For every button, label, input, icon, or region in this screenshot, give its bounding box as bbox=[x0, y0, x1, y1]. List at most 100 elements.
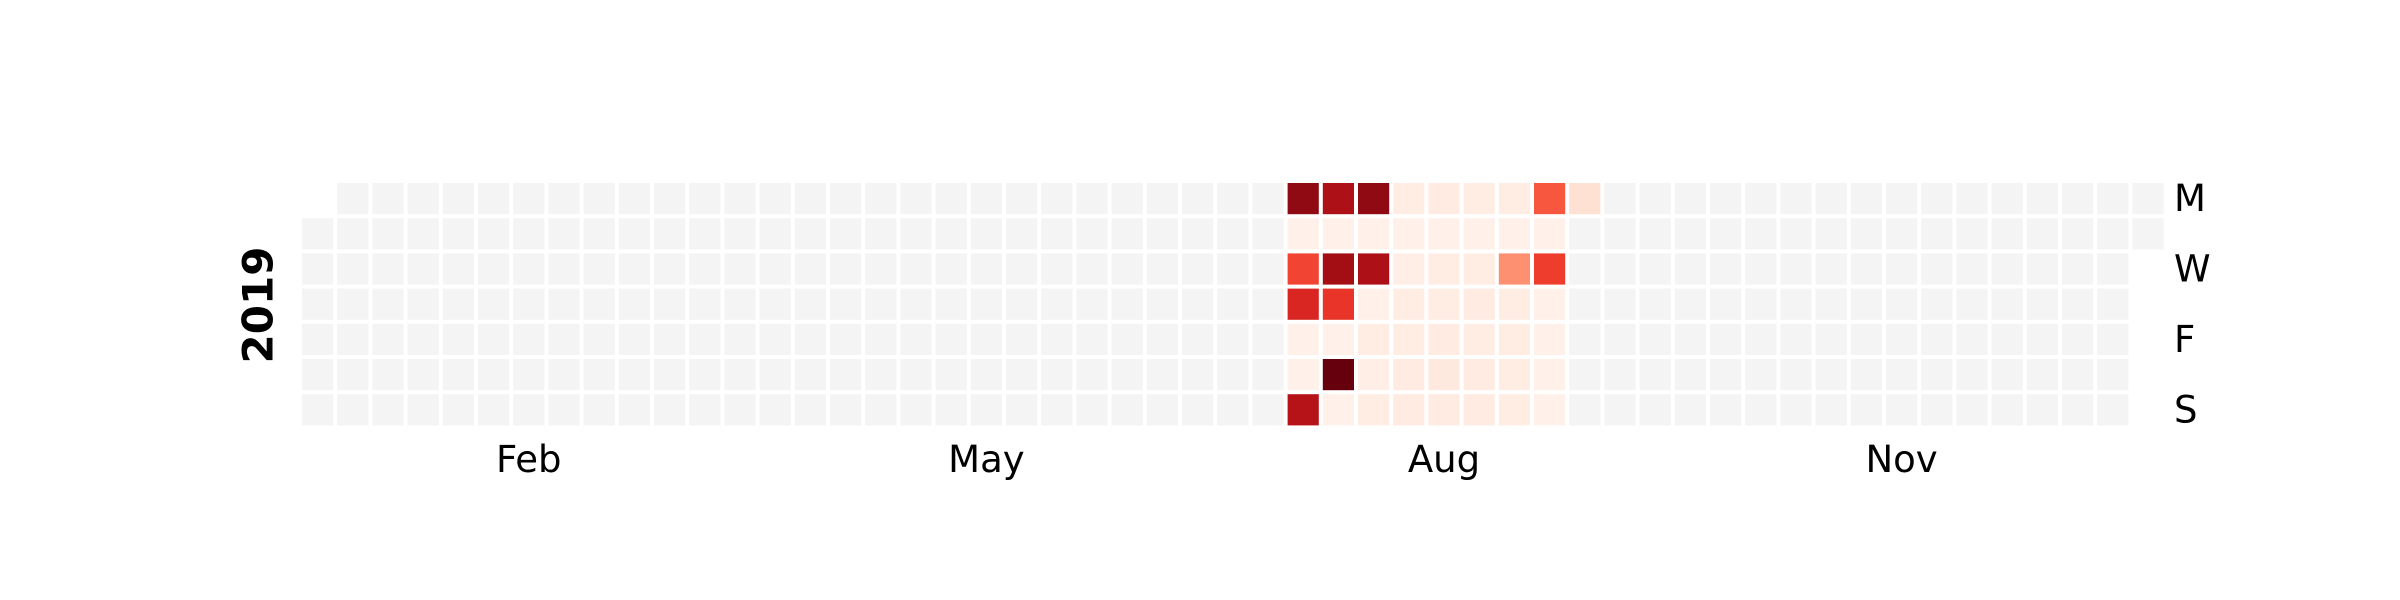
heatmap-cell bbox=[794, 183, 826, 215]
heatmap-cell bbox=[2097, 323, 2129, 355]
heatmap-cell bbox=[865, 323, 897, 355]
heatmap-cell bbox=[1674, 183, 1706, 215]
heatmap-cell bbox=[830, 288, 862, 320]
heatmap-cell bbox=[1850, 359, 1882, 391]
heatmap-cell bbox=[1956, 288, 1988, 320]
heatmap-cell bbox=[1745, 394, 1777, 426]
heatmap-cell bbox=[935, 218, 967, 250]
heatmap-cell bbox=[1850, 183, 1882, 215]
heatmap-cell bbox=[1146, 323, 1178, 355]
heatmap-cell bbox=[1111, 288, 1143, 320]
heatmap-cell bbox=[407, 323, 439, 355]
heatmap-cell bbox=[548, 359, 580, 391]
day-label-f: F bbox=[2174, 318, 2195, 361]
heatmap-cell-active bbox=[1358, 183, 1390, 215]
heatmap-cell bbox=[1710, 323, 1742, 355]
heatmap-cell bbox=[689, 183, 721, 215]
heatmap-cell bbox=[442, 394, 474, 426]
heatmap-cell bbox=[654, 183, 686, 215]
heatmap-cell-active bbox=[1428, 288, 1460, 320]
heatmap-cell bbox=[1886, 183, 1918, 215]
heatmap-cell bbox=[654, 253, 686, 285]
heatmap-cell bbox=[1006, 183, 1038, 215]
heatmap-cell-active bbox=[1534, 359, 1566, 391]
heatmap-cell bbox=[1146, 359, 1178, 391]
heatmap-cell bbox=[618, 253, 650, 285]
heatmap-cell-active bbox=[1358, 218, 1390, 250]
heatmap-cell bbox=[689, 359, 721, 391]
heatmap-cell-active bbox=[1498, 394, 1530, 426]
heatmap-cell bbox=[548, 323, 580, 355]
day-label-s: S bbox=[2174, 388, 2198, 431]
heatmap-cell bbox=[759, 183, 791, 215]
heatmap-cell bbox=[1041, 218, 1073, 250]
heatmap-cell-active bbox=[1322, 359, 1354, 391]
heatmap-cell-active bbox=[1534, 323, 1566, 355]
heatmap-cell bbox=[1710, 288, 1742, 320]
heatmap-cell bbox=[970, 183, 1002, 215]
heatmap-cell bbox=[1111, 323, 1143, 355]
heatmap-cell-active bbox=[1287, 323, 1319, 355]
heatmap-cell bbox=[407, 359, 439, 391]
heatmap-cell bbox=[724, 218, 756, 250]
heatmap-cell bbox=[1146, 288, 1178, 320]
heatmap-cell-active bbox=[1498, 218, 1530, 250]
heatmap-cell bbox=[583, 323, 615, 355]
heatmap-cell bbox=[1886, 288, 1918, 320]
month-labels: Feb May Aug Nov bbox=[496, 438, 1938, 481]
heatmap-cell bbox=[1639, 183, 1671, 215]
heatmap-cell bbox=[1674, 394, 1706, 426]
heatmap-cell bbox=[372, 253, 404, 285]
heatmap-cell bbox=[724, 323, 756, 355]
heatmap-cell bbox=[2062, 253, 2094, 285]
heatmap-cell bbox=[1217, 394, 1249, 426]
heatmap-cell-active bbox=[1463, 183, 1495, 215]
heatmap-cell bbox=[372, 218, 404, 250]
heatmap-cell bbox=[548, 218, 580, 250]
heatmap-cell bbox=[1991, 253, 2023, 285]
heatmap-cell bbox=[830, 323, 862, 355]
heatmap-cell bbox=[689, 394, 721, 426]
heatmap-cell bbox=[900, 394, 932, 426]
heatmap-cell bbox=[1604, 323, 1636, 355]
heatmap-cell bbox=[1745, 359, 1777, 391]
heatmap-cell bbox=[1041, 183, 1073, 215]
heatmap-cell bbox=[1569, 359, 1601, 391]
heatmap-cell bbox=[830, 218, 862, 250]
heatmap-cell bbox=[1850, 253, 1882, 285]
heatmap-cell bbox=[1604, 218, 1636, 250]
heatmap-cell bbox=[1710, 359, 1742, 391]
heatmap-cell bbox=[1956, 183, 1988, 215]
heatmap-cell bbox=[583, 218, 615, 250]
heatmap-cell bbox=[548, 183, 580, 215]
heatmap-cell bbox=[900, 288, 932, 320]
heatmap-cell bbox=[442, 253, 474, 285]
heatmap-cell bbox=[2026, 183, 2058, 215]
heatmap-cell bbox=[935, 359, 967, 391]
heatmap-cell bbox=[794, 253, 826, 285]
heatmap-cell bbox=[1921, 183, 1953, 215]
heatmap-cell bbox=[1815, 323, 1847, 355]
heatmap-cell bbox=[302, 253, 334, 285]
heatmap-cell bbox=[2026, 288, 2058, 320]
heatmap-cell bbox=[724, 253, 756, 285]
heatmap-cell bbox=[513, 253, 545, 285]
heatmap-cell-active bbox=[1463, 288, 1495, 320]
heatmap-cell bbox=[1569, 288, 1601, 320]
heatmap-cell bbox=[337, 183, 369, 215]
heatmap-cell bbox=[2026, 218, 2058, 250]
heatmap-cell bbox=[618, 183, 650, 215]
heatmap-cell bbox=[935, 183, 967, 215]
heatmap-cell-active bbox=[1534, 288, 1566, 320]
heatmap-cell bbox=[970, 323, 1002, 355]
year-label: 2019 bbox=[234, 247, 283, 364]
heatmap-cell bbox=[1217, 183, 1249, 215]
heatmap-cell-active bbox=[1358, 288, 1390, 320]
heatmap-cell bbox=[1041, 323, 1073, 355]
heatmap-cell bbox=[1252, 288, 1284, 320]
heatmap-cell bbox=[1182, 323, 1214, 355]
heatmap-cell bbox=[1815, 359, 1847, 391]
heatmap-cell bbox=[1921, 218, 1953, 250]
heatmap-cell bbox=[1639, 323, 1671, 355]
heatmap-cell bbox=[1991, 394, 2023, 426]
